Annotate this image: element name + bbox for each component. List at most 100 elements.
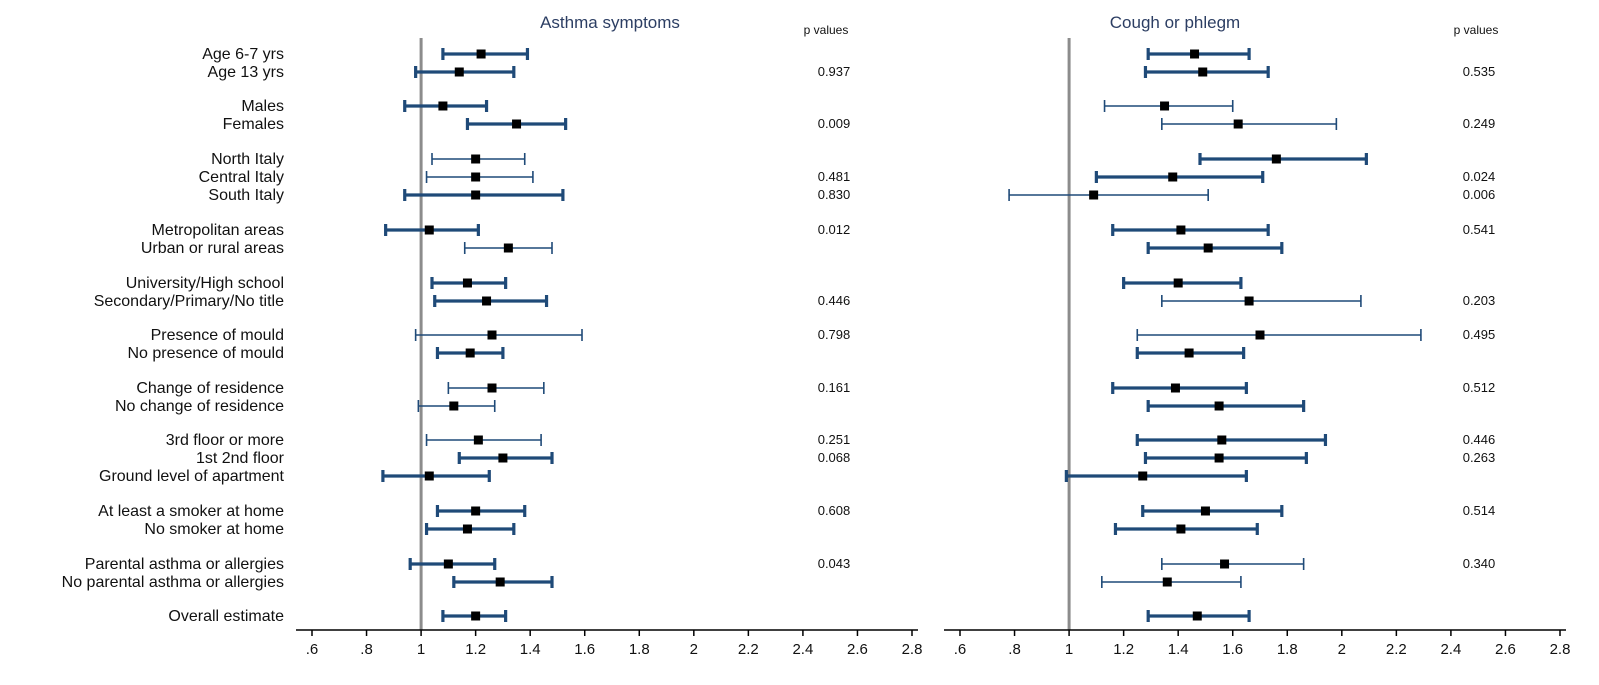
x-tick-label: 2.8 [1550, 641, 1571, 658]
row-label: South Italy [208, 187, 284, 204]
row-label: 1st 2nd floor [196, 450, 285, 467]
point-estimate [1192, 611, 1202, 621]
point-estimate [503, 243, 513, 253]
x-tick-label: .8 [1008, 641, 1021, 658]
point-estimate [471, 611, 481, 621]
point-estimate [471, 172, 481, 182]
pvalue-label: 0.249 [1463, 116, 1496, 131]
point-estimate [1220, 559, 1230, 569]
row-label: Age 13 yrs [208, 64, 284, 81]
pvalue-label: 0.495 [1463, 327, 1496, 342]
row-label: Urban or rural areas [141, 240, 284, 257]
panel-1: Asthma symptoms p values .6 .8 1 1.2 1.4 1.6 1.8… [296, 13, 922, 658]
panel-title: Cough or phlegm [1110, 13, 1240, 32]
pvalue-label: 0.514 [1463, 503, 1496, 518]
x-tick-label: 2 [1338, 641, 1346, 658]
x-tick-label: 1.8 [1277, 641, 1298, 658]
x-tick-label: 2 [690, 641, 698, 658]
pvalue-label: 0.481 [818, 169, 851, 184]
point-estimate [1170, 383, 1180, 393]
row-label: 3rd floor or more [166, 432, 284, 449]
panel-2: Cough or phlegm p values .6 .8 1 1.2 1.4 1.6 1.8… [944, 13, 1570, 658]
pvalue-label: 0.446 [818, 293, 851, 308]
row-label: Ground level of apartment [99, 468, 285, 485]
point-estimate [1162, 577, 1172, 587]
x-tick-label: .8 [360, 641, 373, 658]
point-estimate [1176, 524, 1186, 534]
point-estimate [1176, 225, 1186, 235]
row-label: Overall estimate [168, 608, 284, 625]
pvalue-label: 0.024 [1463, 169, 1496, 184]
point-estimate [471, 190, 481, 200]
point-estimate [1168, 172, 1178, 182]
point-estimate [1138, 471, 1148, 481]
x-tick-label: 1.4 [520, 641, 541, 658]
point-estimate [1214, 401, 1224, 411]
pvalue-label: 0.340 [1463, 556, 1496, 571]
row-label: Change of residence [136, 380, 284, 397]
pvalue-label: 0.012 [818, 222, 851, 237]
row-label: Females [223, 116, 284, 133]
pvalue-label: 0.068 [818, 450, 851, 465]
point-estimate [443, 559, 453, 569]
pvalue-label: 0.043 [818, 556, 851, 571]
x-tick-label: 1 [1065, 641, 1073, 658]
point-estimate [1244, 296, 1254, 306]
pvalue-header: p values [1454, 23, 1499, 37]
point-estimate [487, 383, 497, 393]
point-estimate [1173, 278, 1183, 288]
row-label: Secondary/Primary/No title [94, 293, 284, 310]
pvalue-label: 0.830 [818, 187, 851, 202]
point-estimate [449, 401, 459, 411]
pvalue-label: 0.512 [1463, 380, 1496, 395]
pvalue-label: 0.161 [818, 380, 851, 395]
x-tick-label: .6 [306, 641, 319, 658]
pvalue-header: p values [804, 23, 849, 37]
x-tick-label: 1.6 [1222, 641, 1243, 658]
x-tick-label: 2.4 [792, 641, 813, 658]
row-label: Parental asthma or allergies [85, 556, 284, 573]
point-estimate [471, 154, 481, 164]
point-estimate [1255, 330, 1265, 340]
pvalue-label: 0.535 [1463, 64, 1496, 79]
point-estimate [512, 119, 522, 129]
x-tick-label: 1 [417, 641, 425, 658]
pvalue-label: 0.006 [1463, 187, 1496, 202]
point-estimate [487, 330, 497, 340]
row-label: Presence of mould [151, 327, 284, 344]
point-estimate [454, 67, 464, 77]
panel-title: Asthma symptoms [540, 13, 680, 32]
row-label: No parental asthma or allergies [62, 574, 284, 591]
x-tick-label: .6 [954, 641, 967, 658]
point-estimate [1198, 67, 1208, 77]
point-estimate [1184, 348, 1194, 358]
x-tick-label: 2.8 [902, 641, 923, 658]
point-estimate [424, 471, 434, 481]
x-tick-label: 2.6 [847, 641, 868, 658]
row-label: Males [241, 98, 284, 115]
point-estimate [471, 506, 481, 516]
point-estimate [1271, 154, 1281, 164]
row-label: Metropolitan areas [151, 222, 284, 239]
row-label: No smoker at home [144, 521, 284, 538]
x-tick-label: 2.6 [1495, 641, 1516, 658]
point-estimate [462, 278, 472, 288]
row-label: Age 6-7 yrs [202, 46, 284, 63]
point-estimate [1200, 506, 1210, 516]
point-estimate [465, 348, 475, 358]
x-tick-label: 1.4 [1168, 641, 1189, 658]
row-label: At least a smoker at home [98, 503, 284, 520]
point-estimate [1089, 190, 1099, 200]
row-label: Central Italy [199, 169, 284, 186]
point-estimate [495, 577, 505, 587]
pvalue-label: 0.263 [1463, 450, 1496, 465]
point-estimate [424, 225, 434, 235]
x-tick-label: 1.2 [1113, 641, 1134, 658]
x-tick-label: 1.8 [629, 641, 650, 658]
pvalue-label: 0.009 [818, 116, 851, 131]
x-tick-label: 2.2 [738, 641, 759, 658]
point-estimate [1203, 243, 1213, 253]
x-tick-label: 1.2 [465, 641, 486, 658]
